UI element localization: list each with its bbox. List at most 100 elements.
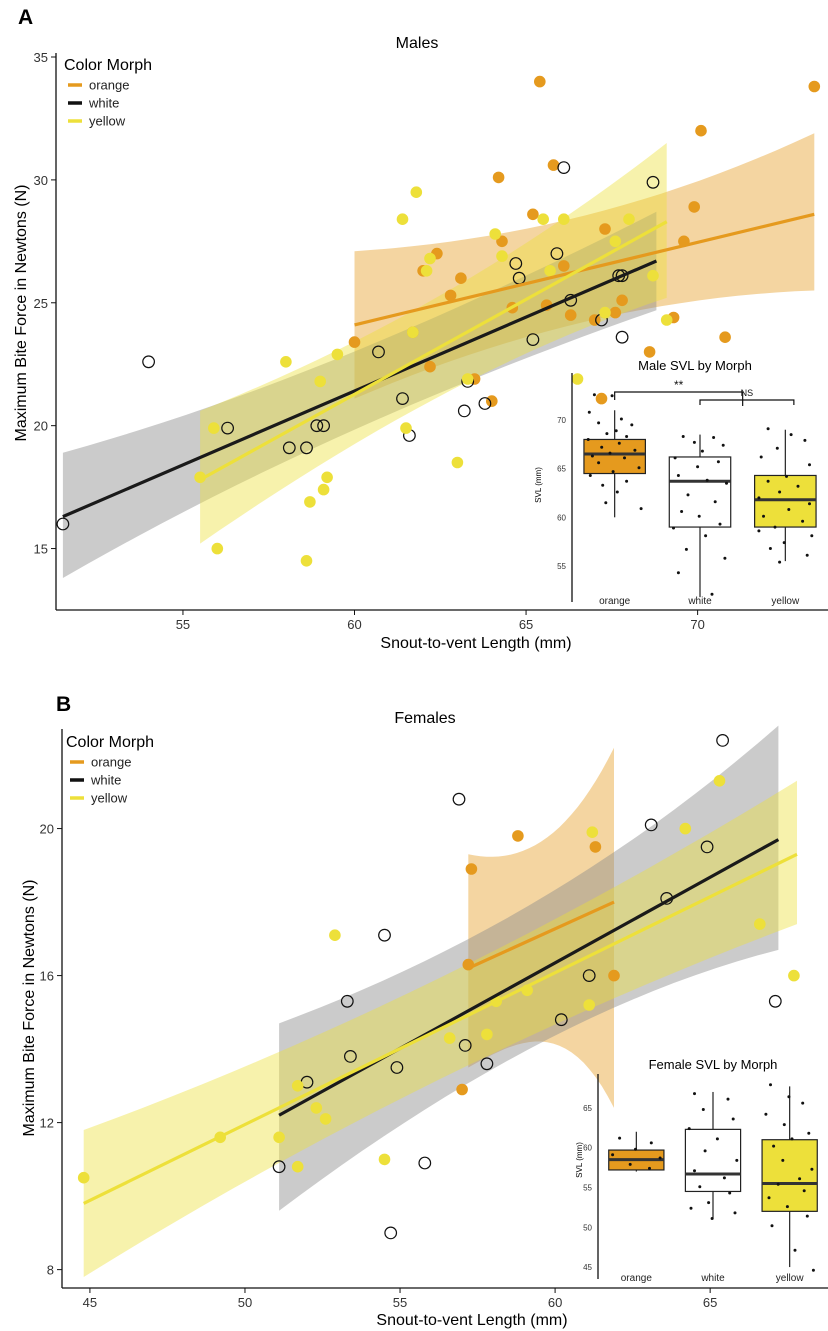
x-tick-label: 55 <box>176 617 190 632</box>
data-point-orange <box>547 159 560 171</box>
data-point-white <box>390 1061 404 1074</box>
data-point-white <box>272 1160 286 1174</box>
inset-jitter-point <box>808 463 811 467</box>
inset-jitter-point <box>684 547 688 551</box>
data-point-white <box>56 517 70 531</box>
inset-jitter-point <box>611 470 615 474</box>
panel-label-a: A <box>18 6 33 29</box>
inset-jitter-point <box>704 534 708 538</box>
data-point-white <box>384 1226 398 1240</box>
inset-jitter-point <box>775 446 779 450</box>
inset-jitter-point <box>715 1137 719 1141</box>
inset-title-male: Male SVL by Morph <box>638 358 752 373</box>
y-tick-label: 16 <box>40 969 54 984</box>
data-point-orange <box>599 223 611 235</box>
inset-jitter-point <box>686 493 690 497</box>
data-point-yellow <box>537 213 549 225</box>
data-point-white <box>700 840 714 854</box>
inset-jitter-point <box>793 1248 797 1252</box>
inset-jitter-point <box>731 1117 735 1121</box>
inset-jitter-point <box>762 514 765 518</box>
inset-jitter-point <box>759 455 763 459</box>
data-point-white <box>478 397 492 410</box>
data-point-white <box>317 419 331 433</box>
data-point-yellow <box>410 186 423 198</box>
inset-jitter-point <box>767 1196 771 1200</box>
x-tick-label: 60 <box>347 617 361 632</box>
inset-y-label-female: SVL (mm) <box>575 1142 584 1178</box>
data-point-yellow <box>443 1032 456 1044</box>
inset-y-tick-label: 55 <box>583 1183 592 1192</box>
inset-jitter-point <box>590 454 594 458</box>
inset-jitter-point <box>610 394 614 398</box>
inset-jitter-point <box>605 432 609 436</box>
inset-jitter-point <box>600 445 604 449</box>
inset-jitter-point <box>619 417 623 421</box>
ci-band-yellow <box>200 143 667 544</box>
data-point-white <box>452 792 466 806</box>
x-tick-label: 50 <box>238 1295 252 1310</box>
chart-title-females: Females <box>394 710 455 727</box>
fit-lines-males <box>62 212 815 519</box>
inset-jitter-point <box>618 1136 622 1140</box>
data-point-white <box>526 333 540 347</box>
data-point-yellow <box>754 918 766 930</box>
data-point-orange <box>456 1083 468 1096</box>
inset-jitter-point <box>785 1205 789 1209</box>
inset-jitter-point <box>615 490 619 494</box>
inset-y-tick-label: 60 <box>583 1144 592 1153</box>
x-axis-label-females: Snout-to-vent Length (mm) <box>376 1312 567 1329</box>
inset-jitter-point <box>808 502 811 506</box>
inset-y-tick-label: 70 <box>557 416 566 425</box>
data-point-orange <box>588 314 601 326</box>
data-point-orange <box>558 260 570 272</box>
data-point-white <box>340 994 354 1008</box>
data-point-yellow <box>208 422 220 434</box>
data-point-yellow <box>544 265 556 277</box>
data-point-yellow <box>679 822 692 835</box>
legend-label-yellow: yellow <box>91 791 128 806</box>
data-point-orange <box>564 309 577 321</box>
inset-jitter-point <box>701 1108 705 1111</box>
ci-band-white <box>279 725 779 1211</box>
inset-jitter-point <box>601 483 605 487</box>
inset-jitter-point <box>625 479 629 483</box>
inset-jitter-point <box>805 553 809 557</box>
inset-jitter-point <box>592 393 596 397</box>
inset-jitter-point <box>785 474 788 478</box>
inset-y-tick-label: 45 <box>583 1263 592 1272</box>
y-axis-label-males: Maximum Bite Force in Newtons (N) <box>13 185 30 442</box>
data-point-orange <box>527 208 539 221</box>
inset-jitter-point <box>587 410 591 414</box>
inset-y-tick-label: 50 <box>583 1223 592 1232</box>
inset-x-tick-label: white <box>700 1273 725 1284</box>
inset-jitter-point <box>692 440 696 444</box>
y-tick-label: 30 <box>34 173 48 188</box>
inset-jitter-point <box>764 1112 768 1116</box>
inset-jitter-point <box>633 448 637 452</box>
inset-jitter-point <box>757 496 761 500</box>
inset-jitter-point <box>810 1167 814 1171</box>
inset-jitter-point <box>637 466 641 470</box>
inset-jitter-point <box>623 456 626 460</box>
data-point-orange <box>424 360 436 373</box>
y-tick-label: 8 <box>47 1263 54 1278</box>
inset-jitter-point <box>787 1095 791 1099</box>
inset-jitter-point <box>776 1182 780 1186</box>
inset-jitter-point <box>721 443 725 447</box>
data-point-orange <box>589 841 602 853</box>
inset-jitter-point <box>726 1097 730 1101</box>
data-point-white <box>615 330 629 344</box>
inset-x-tick-label: yellow <box>771 596 800 607</box>
data-point-yellow <box>481 1028 493 1041</box>
inset-box-orange <box>583 438 646 475</box>
data-point-white <box>418 1156 432 1170</box>
y-tick-label: 20 <box>34 419 48 434</box>
inset-jitter-point <box>733 1211 737 1215</box>
inset-jitter-point <box>796 484 800 488</box>
inset-jitter-point <box>658 1156 662 1160</box>
x-tick-label: 55 <box>393 1295 407 1310</box>
fit-line-orange <box>354 212 815 327</box>
data-point-orange <box>643 346 656 358</box>
data-point-yellow <box>420 265 433 277</box>
